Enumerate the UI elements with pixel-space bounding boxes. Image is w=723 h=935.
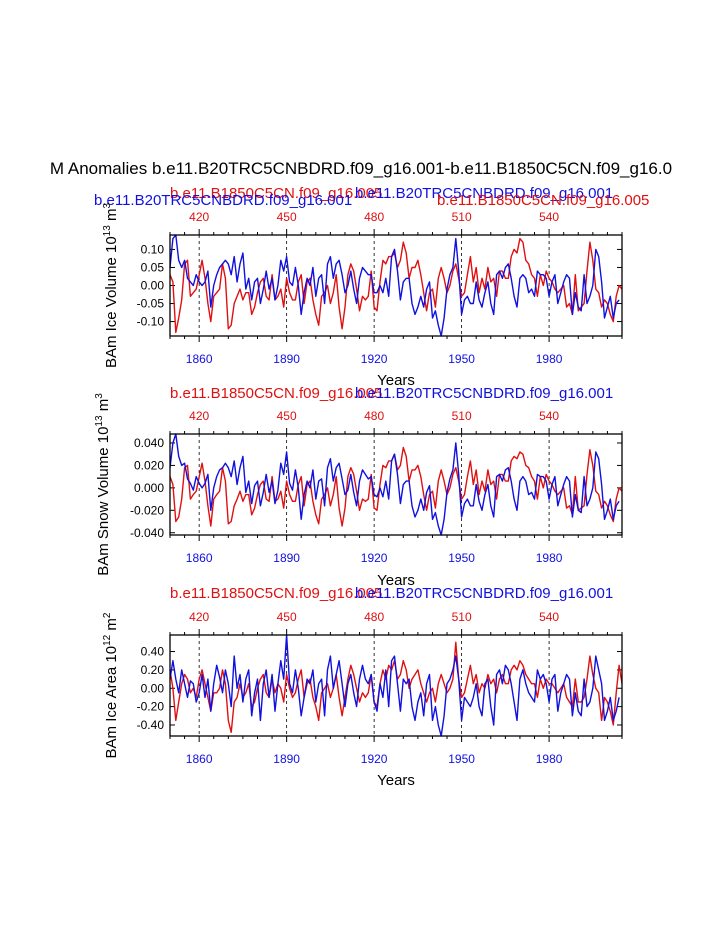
panel-snow-volume-top-tick-label-480: 480 [364, 409, 384, 423]
panel-ice-volume-bottom-tick-label-1890: 1890 [273, 352, 300, 366]
panel-ice-area-bottom-tick-label-1920: 1920 [361, 752, 388, 766]
panel-snow-volume-y-tick-label: -0.040 [130, 526, 164, 540]
panel-snow-volume-series-blue [169, 433, 620, 536]
panel-ice-area-top-tick-label-480: 480 [364, 610, 384, 624]
panel-ice-area-bottom-ticks: 1860 1890 1920 1950 1980 [169, 736, 623, 766]
panel-snow-volume-yticks: 0.040 0.020 0.000 -0.020 -0.040 [130, 436, 622, 540]
panel-ice-volume-y-tick-label: 0.05 [141, 260, 165, 274]
panel-ice-area-frame [169, 634, 623, 737]
panel-snow-volume-top-tick-label-510: 510 [452, 409, 472, 423]
panel-ice-volume-bottom-tick-label-1860: 1860 [186, 352, 213, 366]
panel-ice-area-y-tick-label: 0.20 [141, 663, 165, 677]
panel-ice-area-title-left: b.e11.B1850C5CN.f09_g16.005 [170, 585, 382, 602]
panel-ice-volume-series-red [169, 237, 623, 334]
panel-ice-volume-top-tick-label-540: 540 [539, 210, 559, 224]
panel-snow-volume-bottom-tick-label-1890: 1890 [273, 551, 300, 565]
panel-snow-volume-top-tick-label-450: 450 [277, 409, 297, 423]
panel-ice-area-top-ticks: 420 450 480 510 540 [169, 610, 623, 635]
panel-ice-volume-top-tick-label-420: 420 [189, 210, 209, 224]
panel-ice-volume-title-right-overlap: b.e11.B20TRC5CNBDRD.f09_g16.001 [355, 185, 613, 202]
panel-snow-volume-y-tick-label: -0.020 [130, 503, 164, 517]
panel-snow-volume-bottom-tick-label-1980: 1980 [536, 551, 563, 565]
panel-ice-area-bottom-tick-label-1890: 1890 [273, 752, 300, 766]
panel-ice-area-y-tick-label: 0.40 [141, 645, 165, 659]
panel-ice-volume: b.e11.B1850C5CN.f09_g16.005 b.e11.B20TRC… [94, 185, 649, 389]
panel-ice-area-y-tick-label: -0.40 [137, 718, 165, 732]
panel-snow-volume-xlabel: Years [377, 572, 415, 589]
panel-ice-area-y-tick-label: 0.00 [141, 681, 165, 695]
panel-snow-volume-bottom-tick-label-1950: 1950 [448, 551, 475, 565]
panel-ice-area-top-tick-label-420: 420 [189, 610, 209, 624]
panel-snow-volume-series-red [169, 446, 623, 527]
panel-snow-volume-top-tick-label-540: 540 [539, 409, 559, 423]
panel-ice-volume-bottom-tick-label-1980: 1980 [536, 352, 563, 366]
panel-ice-volume-frame [169, 234, 623, 337]
panel-ice-area-series-blue [169, 634, 620, 737]
panel-ice-volume-bottom-tick-label-1950: 1950 [448, 352, 475, 366]
panel-snow-volume-title-left: b.e11.B1850C5CN.f09_g16.005 [170, 385, 382, 402]
panel-snow-volume-y-tick-label: 0.020 [134, 458, 164, 472]
panel-snow-volume-top-tick-label-420: 420 [189, 409, 209, 423]
panel-ice-volume-y-tick-label: 0.10 [141, 242, 165, 256]
main-title: M Anomalies b.e11.B20TRC5CNBDRD.f09_g16.… [50, 159, 672, 178]
panel-ice-area-ylabel: BAm Ice Area 1012 m2 [102, 612, 120, 758]
panel-ice-area-top-tick-label-450: 450 [277, 610, 297, 624]
panel-ice-volume-yticks: 0.10 0.05 0.00 -0.05 -0.10 [137, 242, 622, 329]
panel-snow-volume: b.e11.B1850C5CN.f09_g16.005 b.e11.B20TRC… [94, 385, 623, 589]
panel-ice-volume-top-tick-label-510: 510 [452, 210, 472, 224]
panel-snow-volume-frame [169, 433, 623, 536]
panel-snow-volume-title-right: b.e11.B20TRC5CNBDRD.f09_g16.001 [355, 385, 613, 402]
panel-ice-area-bottom-tick-label-1860: 1860 [186, 752, 213, 766]
panel-ice-volume-title-right: b.e11.B1850C5CN.f09_g16.005 [437, 192, 649, 209]
panel-ice-volume-ylabel: BAm Ice Volume 1013 m3 [102, 203, 120, 369]
panel-ice-area-title-right: b.e11.B20TRC5CNBDRD.f09_g16.001 [355, 585, 613, 602]
panel-ice-area-xlabel: Years [377, 772, 415, 789]
panel-snow-volume-bottom-tick-label-1920: 1920 [361, 551, 388, 565]
panel-snow-volume-ylabel: BAm Snow Volume 1013 m3 [94, 393, 112, 576]
panel-ice-area-bottom-tick-label-1950: 1950 [448, 752, 475, 766]
panel-snow-volume-top-ticks: 420 450 480 510 540 [169, 409, 623, 434]
panel-ice-volume-vlines [198, 235, 550, 336]
panel-ice-area-top-tick-label-510: 510 [452, 610, 472, 624]
panel-ice-area-bottom-tick-label-1980: 1980 [536, 752, 563, 766]
panel-ice-volume-title-left: b.e11.B20TRC5CNBDRD.f09_g16.001 [94, 192, 352, 209]
panel-ice-volume-y-tick-label: -0.05 [137, 297, 165, 311]
panel-ice-volume-y-tick-label: -0.10 [137, 315, 165, 329]
panel-ice-volume-top-tick-label-450: 450 [277, 210, 297, 224]
panel-snow-volume-bottom-ticks: 1860 1890 1920 1950 1980 [169, 535, 623, 565]
panel-ice-area: b.e11.B1850C5CN.f09_g16.005 b.e11.B20TRC… [102, 585, 623, 789]
panel-ice-volume-series-blue [169, 234, 620, 337]
panel-snow-volume-bottom-tick-label-1860: 1860 [186, 551, 213, 565]
panel-ice-volume-title-left-overlap: b.e11.B1850C5CN.f09_g16.005 [170, 185, 382, 202]
panel-ice-volume-bottom-ticks: 1860 1890 1920 1950 1980 [169, 336, 623, 366]
panel-ice-volume-bottom-tick-label-1920: 1920 [361, 352, 388, 366]
panel-snow-volume-y-tick-label: 0.000 [134, 481, 164, 495]
panel-snow-volume-y-tick-label: 0.040 [134, 436, 164, 450]
panel-ice-volume-top-tick-label-480: 480 [364, 210, 384, 224]
panel-ice-area-top-tick-label-540: 540 [539, 610, 559, 624]
panel-ice-volume-y-tick-label: 0.00 [141, 279, 165, 293]
panel-ice-volume-xlabel: Years [377, 372, 415, 389]
panel-ice-volume-top-ticks: 420 450 480 510 540 [169, 210, 623, 235]
panel-ice-area-y-tick-label: -0.20 [137, 700, 165, 714]
